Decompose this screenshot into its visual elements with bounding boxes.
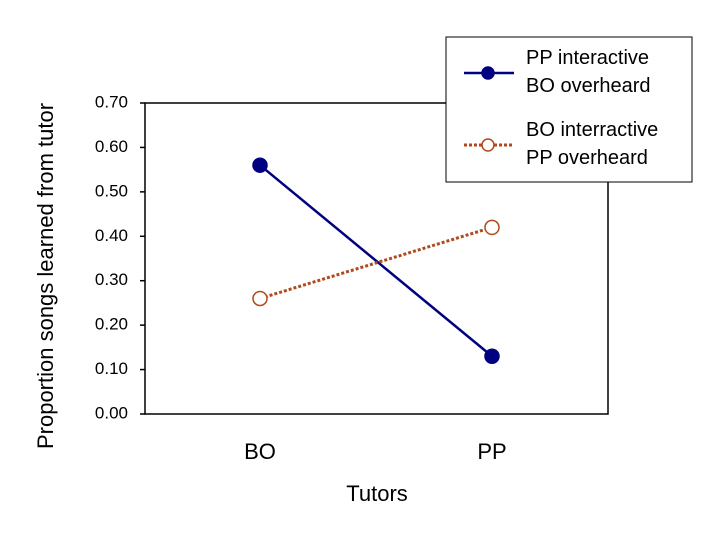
legend-swatch-marker <box>481 138 495 152</box>
x-axis-label: Tutors <box>346 481 408 506</box>
x-tick-label: BO <box>244 439 276 464</box>
series-line <box>259 225 493 300</box>
legend-swatch-marker <box>481 66 495 80</box>
legend-label-line: BO overheard <box>526 75 651 97</box>
y-tick-label: 0.40 <box>95 226 128 245</box>
x-tick-label: PP <box>477 439 506 464</box>
legend-label-line: PP interactive <box>526 47 649 69</box>
data-point <box>252 157 268 173</box>
y-tick-label: 0.30 <box>95 270 128 289</box>
legend-label: BO interractive PP overheard <box>526 119 658 169</box>
data-point <box>484 219 500 236</box>
y-tick-label: 0.10 <box>95 359 128 378</box>
legend-box <box>445 36 693 183</box>
y-axis-label: Proportion songs learned from tutor <box>33 103 58 449</box>
y-tick-label: 0.00 <box>95 403 128 422</box>
data-point <box>252 290 268 307</box>
legend-label-line: BO interractive <box>526 119 658 141</box>
y-tick-label: 0.20 <box>95 315 128 334</box>
series-line <box>259 164 493 358</box>
legend-label: PP interactive BO overheard <box>526 47 651 97</box>
y-tick-label: 0.70 <box>95 92 128 111</box>
y-tick-label: 0.60 <box>95 137 128 156</box>
plot-frame <box>144 102 609 415</box>
legend-label-line: PP overheard <box>526 147 648 169</box>
data-point <box>484 348 500 364</box>
y-tick-label: 0.50 <box>95 181 128 200</box>
